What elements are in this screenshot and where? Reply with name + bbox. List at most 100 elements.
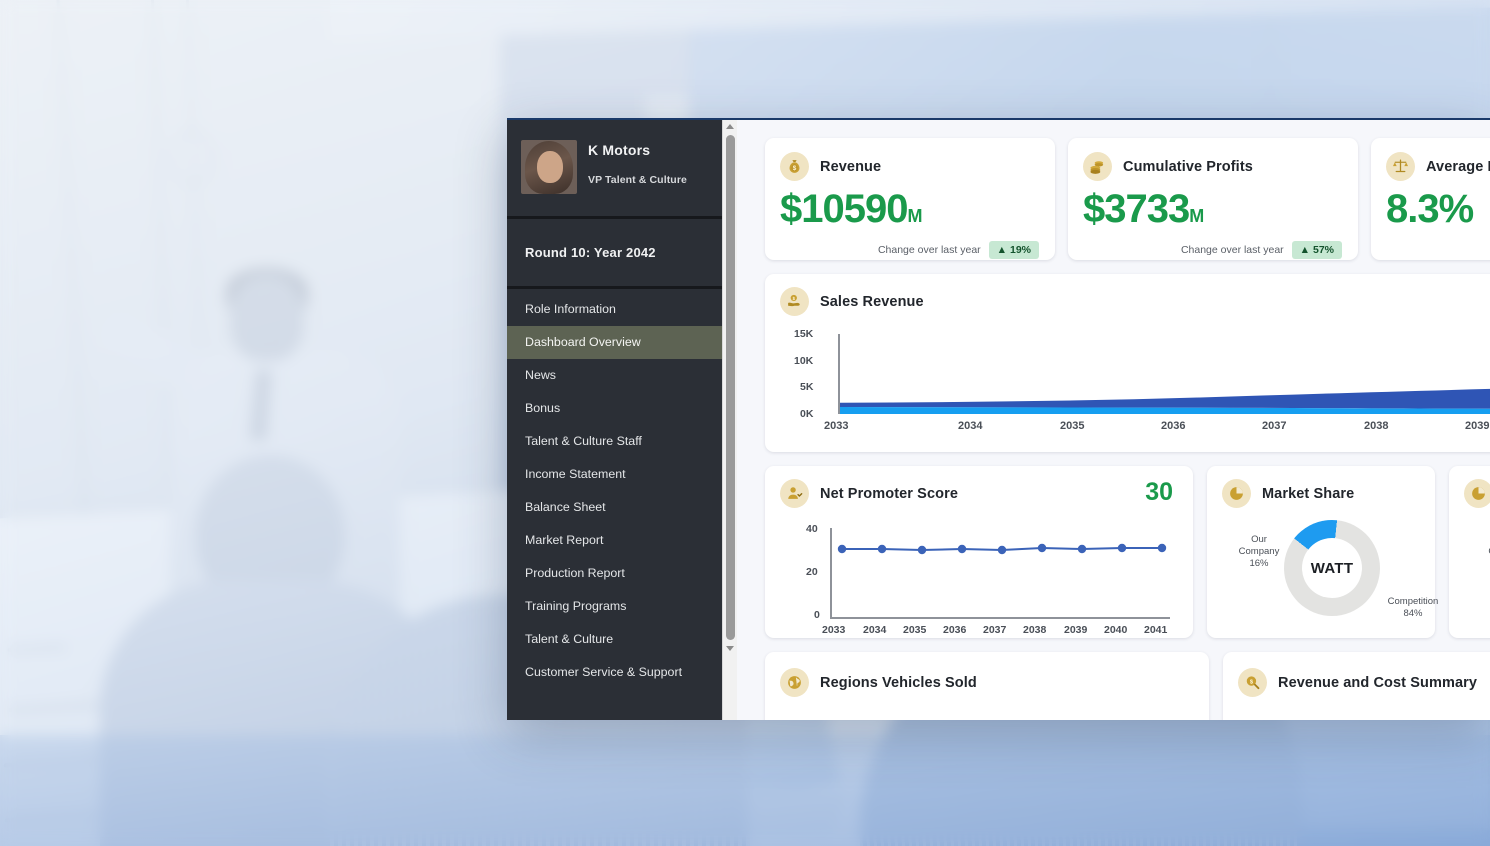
sidebar-item-dashboard-overview[interactable]: Dashboard Overview: [507, 326, 722, 359]
revenue-cost-summary-card[interactable]: $ Revenue and Cost Summary: [1223, 652, 1490, 720]
x-tick-2035: 2035: [1060, 420, 1085, 432]
magnifier-coin-icon: $: [1238, 668, 1267, 697]
hand-coin-icon: $: [780, 287, 809, 316]
x-tick-2038: 2038: [1023, 624, 1047, 636]
card-title: Regions Vehicles Sold: [820, 674, 977, 691]
vertical-scrollbar[interactable]: [722, 120, 737, 720]
kpi-card-average-margin[interactable]: Average M 8.3% Ch: [1371, 138, 1490, 260]
x-tick-2036: 2036: [943, 624, 967, 636]
y-axis-line: [838, 334, 840, 414]
dashboard-content: $ Revenue $10590M Change over last year …: [737, 120, 1490, 720]
kpi-change-badge: ▲ 19%: [988, 241, 1039, 259]
market-share-card-secondary[interactable]: Market Share Our Comp 4%: [1449, 466, 1490, 638]
kpi-row: $ Revenue $10590M Change over last year …: [765, 138, 1490, 260]
scrollbar-thumb[interactable]: [725, 135, 735, 640]
x-tick-2040: 2040: [1104, 624, 1128, 636]
our-company-label: Our Company 16%: [1238, 534, 1280, 569]
pie-chart-icon: [1464, 479, 1490, 508]
nps-line-chart: 40 20 0: [780, 520, 1179, 642]
x-tick-2037: 2037: [983, 624, 1007, 636]
sales-revenue-chart: 15K 10K 5K 0K 2033 2034 2035 2036: [780, 328, 1490, 448]
sidebar-item-talent-culture[interactable]: Talent & Culture: [525, 632, 614, 646]
x-tick-2033: 2033: [822, 624, 846, 636]
x-tick-2035: 2035: [903, 624, 927, 636]
charts-row: Net Promoter Score 30 40 20 0: [765, 466, 1490, 638]
card-title: Market Share: [1262, 485, 1355, 502]
svg-text:$: $: [1250, 679, 1254, 685]
y-tick-10k: 10K: [794, 355, 814, 367]
market-share-card[interactable]: Market Share WATT Our Company 16% Compet…: [1207, 466, 1438, 638]
x-tick-2039: 2039: [1465, 420, 1490, 432]
bottom-cards-row: Regions Vehicles Sold $ Revenue and Cost…: [765, 652, 1490, 720]
round-label: Round 10: Year 2042: [525, 245, 656, 260]
avatar: [521, 140, 577, 194]
sidebar-item-role-information[interactable]: Role Information: [525, 302, 616, 316]
scroll-up-arrow-icon[interactable]: [726, 124, 734, 129]
scroll-down-arrow-icon[interactable]: [726, 646, 734, 651]
y-tick-20: 20: [806, 566, 818, 578]
y-axis-line: [830, 528, 832, 618]
y-tick-0: 0: [814, 609, 820, 621]
money-bag-icon: $: [780, 152, 809, 181]
sales-revenue-card[interactable]: $ Sales Revenue 15K 10K 5K 0K: [765, 274, 1490, 452]
profile-role: VP Talent & Culture: [588, 174, 687, 186]
y-tick-0k: 0K: [800, 408, 814, 420]
y-tick-5k: 5K: [800, 381, 814, 393]
sidebar-item-market-report[interactable]: Market Report: [525, 533, 604, 547]
sidebar-item-bonus[interactable]: Bonus: [525, 401, 561, 415]
market-share-donut: WATT Our Company 16% Competition 84%: [1222, 516, 1438, 636]
donut-center-label: WATT: [1302, 538, 1362, 598]
kpi-title: Cumulative Profits: [1123, 158, 1253, 175]
balance-scales-icon: [1386, 152, 1415, 181]
nps-current-value: 30: [1145, 478, 1173, 506]
competition-label: Competition 84%: [1387, 596, 1439, 619]
kpi-card-revenue[interactable]: $ Revenue $10590M Change over last year …: [765, 138, 1055, 260]
y-tick-15k: 15K: [794, 328, 814, 340]
kpi-value: $3733M: [1083, 187, 1204, 231]
kpi-unit: M: [1189, 206, 1204, 226]
sidebar-item-production-report[interactable]: Production Report: [525, 566, 625, 580]
sidebar-item-customer-service-support[interactable]: Customer Service & Support: [525, 665, 683, 679]
regions-vehicles-sold-card[interactable]: Regions Vehicles Sold: [765, 652, 1209, 720]
x-tick-2038: 2038: [1364, 420, 1389, 432]
profile-name: K Motors: [588, 142, 651, 158]
sidebar-item-balance-sheet[interactable]: Balance Sheet: [525, 500, 606, 514]
card-title: Sales Revenue: [820, 293, 924, 310]
x-axis-line: [830, 617, 1170, 619]
coins-stack-icon: [1083, 152, 1112, 181]
kpi-change-label: Change over last year: [877, 244, 981, 256]
kpi-title: Revenue: [820, 158, 882, 175]
kpi-value: $10590M: [780, 187, 922, 231]
sidebar-item-talent-culture-staff[interactable]: Talent & Culture Staff: [525, 434, 642, 448]
globe-icon: [780, 668, 809, 697]
card-title: Revenue and Cost Summary: [1278, 674, 1478, 691]
sidebar-item-training-programs[interactable]: Training Programs: [525, 599, 627, 613]
kpi-value: 8.3%: [1386, 187, 1474, 231]
kpi-unit: M: [907, 206, 922, 226]
dashboard-window: K Motors VP Talent & Culture Round 10: Y…: [507, 120, 1490, 720]
sidebar-item-income-statement[interactable]: Income Statement: [525, 467, 626, 481]
user-check-icon: [780, 479, 809, 508]
profile-block: K Motors VP Talent & Culture: [507, 120, 722, 219]
kpi-title: Average M: [1426, 158, 1490, 175]
x-tick-2034: 2034: [863, 624, 887, 636]
sidebar: K Motors VP Talent & Culture Round 10: Y…: [507, 120, 722, 720]
area-plot: [840, 334, 1490, 414]
market-share-donut: Our Comp 4%: [1464, 516, 1490, 636]
x-tick-2037: 2037: [1262, 420, 1287, 432]
x-tick-2039: 2039: [1064, 624, 1088, 636]
net-promoter-score-card[interactable]: Net Promoter Score 30 40 20 0: [765, 466, 1193, 638]
sidebar-nav: Role Information Dashboard Overview News…: [507, 289, 722, 720]
x-tick-2034: 2034: [958, 420, 983, 432]
y-tick-40: 40: [806, 523, 818, 535]
kpi-change-label: Change over last year: [1180, 244, 1284, 256]
card-title: Net Promoter Score: [820, 485, 958, 502]
x-tick-2041: 2041: [1144, 624, 1168, 636]
kpi-change-badge: ▲ 57%: [1291, 241, 1342, 259]
pie-chart-icon: [1222, 479, 1251, 508]
kpi-card-cumulative-profits[interactable]: Cumulative Profits $3733M Change over la…: [1068, 138, 1358, 260]
round-block: Round 10: Year 2042: [507, 219, 722, 289]
x-tick-2033: 2033: [824, 420, 849, 432]
our-company-label: Our Comp 4%: [1466, 534, 1490, 570]
sidebar-item-news[interactable]: News: [525, 368, 556, 382]
